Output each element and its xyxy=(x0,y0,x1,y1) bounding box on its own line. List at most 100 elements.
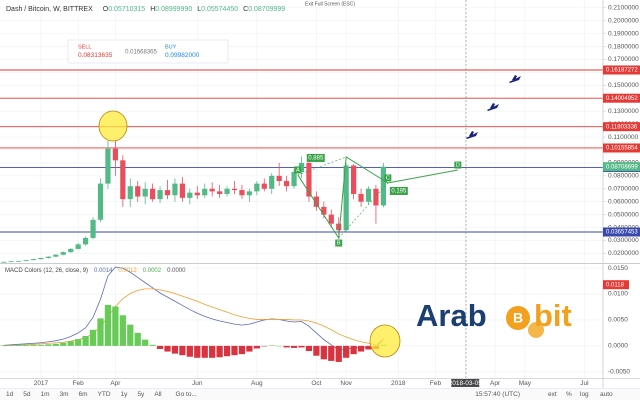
candle-body xyxy=(23,260,29,261)
histogram-bar xyxy=(343,345,350,358)
pattern-ratio-line xyxy=(338,182,389,239)
histogram-bar xyxy=(52,343,59,346)
histogram-bar xyxy=(134,332,141,346)
range-button[interactable]: All xyxy=(154,391,162,398)
histogram-bar xyxy=(231,345,238,356)
histogram-bar xyxy=(328,345,335,361)
ohlc-label: O xyxy=(103,6,109,13)
candle-body xyxy=(157,190,163,200)
pattern-ratio: 0.195 xyxy=(391,189,407,195)
y-tick-label: 0.0500000 xyxy=(608,211,639,218)
histogram-bar xyxy=(223,345,231,357)
trade-box: SELL 0.08313635 0.01668365 BUY 0.0998200… xyxy=(67,39,229,64)
candle-body xyxy=(172,183,178,196)
y-tick-label: 0.1100000 xyxy=(608,134,639,141)
pattern-point-label: A xyxy=(296,167,300,173)
option-button[interactable]: % xyxy=(566,391,572,398)
level-label-bg xyxy=(603,143,640,153)
level-label-bg xyxy=(603,122,640,132)
ohlc-label: C xyxy=(243,6,248,13)
macd-legend-value: 0.0000 xyxy=(167,268,186,274)
option-button[interactable]: auto xyxy=(600,391,613,398)
y-tick-label: 0.1900000 xyxy=(608,30,639,37)
histogram-bar xyxy=(209,345,216,358)
x-tick-label: Feb xyxy=(430,380,442,387)
histogram-bar xyxy=(37,344,45,346)
candle-body xyxy=(187,192,193,198)
crosshair-date-bg xyxy=(451,379,480,387)
y-tick-label: 0.0300000 xyxy=(608,237,639,244)
pattern-point-label: D xyxy=(456,162,460,168)
pattern-point-label: B xyxy=(337,240,341,246)
histogram-bar xyxy=(350,345,357,355)
histogram-bar xyxy=(276,345,283,347)
level-label-bg xyxy=(603,65,640,75)
range-button[interactable]: 1d xyxy=(6,391,14,398)
histogram-bar xyxy=(164,345,171,352)
logo-coin xyxy=(528,322,544,338)
airplane xyxy=(466,131,478,139)
ohlc: O0.05710315 H0.08999990 L0.05574450 C0.0870… xyxy=(103,6,286,13)
buy-label: BUY xyxy=(165,44,177,50)
toolbar-items: 1d 5d 1m 3m 6m YTD 1y 5y All Go to... 15:57:40 (UT… xyxy=(6,391,613,398)
histogram-bar xyxy=(216,345,223,358)
range-button[interactable]: 3m xyxy=(60,391,69,398)
sell-button[interactable] xyxy=(70,42,118,61)
histogram-bar xyxy=(320,345,327,360)
macd-legend: MACD Colors (12, 26, close, 9) 0.0014 0.00… xyxy=(5,268,186,274)
range-button[interactable]: YTD xyxy=(98,391,111,398)
level-label: 0.11803336 xyxy=(606,124,638,130)
x-tick-label: 2018-03-05 xyxy=(449,380,483,387)
y-tick-label: 0.1800000 xyxy=(608,43,639,50)
histogram-bar xyxy=(0,345,7,346)
logo-text: bit xyxy=(534,298,572,333)
toolbar xyxy=(0,388,640,400)
candle-body xyxy=(68,248,74,253)
range-button[interactable]: 6m xyxy=(79,391,88,398)
ohlc-label: L xyxy=(197,6,201,13)
pattern-ratio-bg xyxy=(389,186,408,195)
histogram-bar xyxy=(89,329,97,346)
option-button[interactable]: log xyxy=(580,391,589,398)
range-button[interactable]: 1y xyxy=(121,391,129,398)
candle-body xyxy=(231,188,238,191)
candle-body xyxy=(284,181,290,187)
histogram-bar xyxy=(149,344,156,346)
x-tick-label: Apr xyxy=(490,380,501,387)
y-tick-label: 0.0050 xyxy=(608,317,628,324)
y-tick-label: 0.0100 xyxy=(608,291,628,298)
goto-button[interactable]: Go to... xyxy=(176,391,198,398)
pattern-point-bg xyxy=(454,161,462,169)
buy-button[interactable] xyxy=(162,42,226,61)
histogram-bar xyxy=(142,339,149,346)
range-button[interactable]: 5d xyxy=(23,391,31,398)
candle-body xyxy=(351,165,357,194)
histogram-bar xyxy=(97,318,104,346)
candle-body xyxy=(164,190,171,196)
level-label-bg xyxy=(603,93,640,103)
histogram-bar xyxy=(22,344,30,346)
candle-body xyxy=(291,171,297,187)
range-button[interactable]: 1m xyxy=(40,391,49,398)
candle-body xyxy=(135,186,141,197)
histogram-bar xyxy=(261,345,268,347)
range-button[interactable]: 5y xyxy=(137,391,145,398)
candle-body xyxy=(246,191,252,196)
histogram-bar xyxy=(67,341,74,346)
candle-body xyxy=(127,186,133,200)
ohlc-value: 0.05574450 xyxy=(201,6,238,13)
histogram-bar xyxy=(290,345,298,348)
exit-fullscreen[interactable]: Exit Full Screen (ESC) xyxy=(305,1,355,7)
x-tick-label: 2017 xyxy=(34,380,49,387)
candle-body xyxy=(358,193,364,202)
histogram-bar xyxy=(201,345,208,358)
candle-body xyxy=(120,160,126,200)
histogram-bar xyxy=(75,339,82,346)
histogram-bar xyxy=(357,345,365,352)
option-button[interactable]: ext xyxy=(548,391,557,398)
candle-body xyxy=(261,183,267,189)
spread: 0.01668365 xyxy=(125,50,157,56)
candle-body xyxy=(373,188,379,206)
last-price-bg xyxy=(603,162,640,172)
